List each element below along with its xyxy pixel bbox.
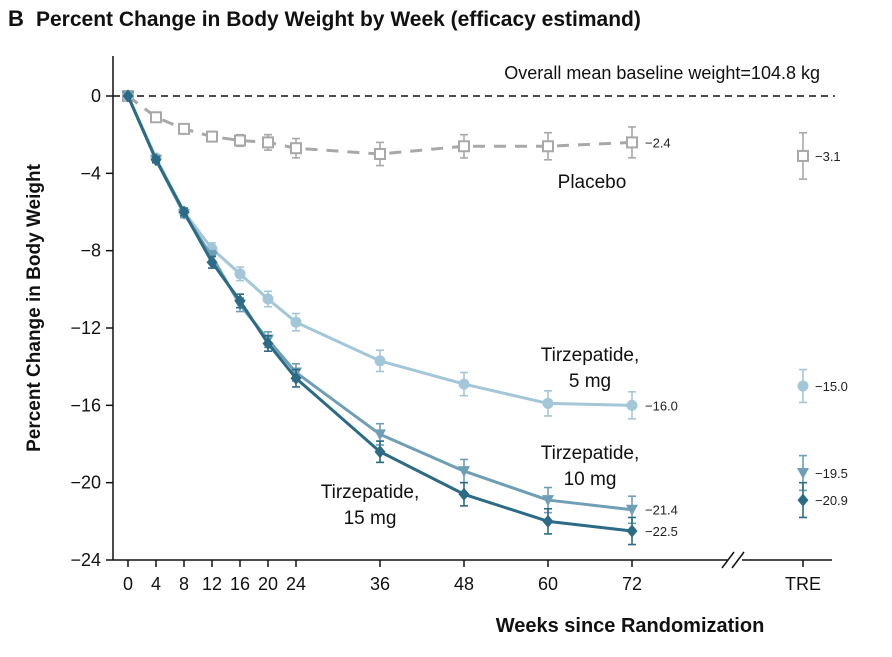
x-tick-label: 24 <box>286 574 306 594</box>
baseline-weight-note: Overall mean baseline weight=104.8 kg <box>504 63 820 83</box>
series-annotation-tz15: 15 mg <box>344 508 397 529</box>
data-point-placebo <box>234 134 246 147</box>
y-tick-label: −4 <box>80 163 101 183</box>
end-value-label-tz10: −21.4 <box>645 503 678 518</box>
x-tick-label: 12 <box>202 574 222 594</box>
data-point-tz5 <box>458 378 470 390</box>
tre-point-tz15 <box>797 493 809 507</box>
axis-break-mark <box>721 551 735 569</box>
data-point-placebo <box>458 140 470 153</box>
chart-title: Percent Change in Body Weight by Week (e… <box>36 8 641 31</box>
data-point-tz5 <box>262 293 274 305</box>
data-point-tz15 <box>458 487 470 501</box>
x-axis-label: Weeks since Randomization <box>496 615 765 637</box>
data-point-tz15 <box>542 514 554 528</box>
data-point-tz5 <box>374 355 386 367</box>
data-point-tz15 <box>290 371 302 385</box>
data-point-tz10 <box>542 495 554 507</box>
series-annotation-tz5: Tirzepatide, <box>541 345 640 366</box>
data-point-placebo <box>542 140 554 153</box>
tre-value-label-tz15: −20.9 <box>815 493 848 508</box>
x-tick-label: 48 <box>454 574 474 594</box>
series-annotation-tz10: Tirzepatide, <box>541 443 640 464</box>
data-point-placebo <box>178 122 190 135</box>
y-tick-label: 0 <box>91 86 101 106</box>
data-point-tz15 <box>178 205 190 219</box>
data-point-tz5 <box>626 399 638 411</box>
data-point-tz5 <box>290 316 302 328</box>
y-tick-label: −24 <box>70 550 101 570</box>
data-point-tz15 <box>206 255 218 269</box>
data-point-tz15 <box>626 524 638 538</box>
y-tick-label: −12 <box>70 318 101 338</box>
data-point-tz10 <box>374 429 386 441</box>
x-tick-label: 8 <box>179 574 189 594</box>
x-tick-label: 72 <box>622 574 642 594</box>
series-annotation-placebo: Placebo <box>558 172 627 193</box>
series-annotation-tz15: Tirzepatide, <box>321 482 420 503</box>
data-point-tz15 <box>234 294 246 308</box>
y-tick-label: −16 <box>70 395 101 415</box>
data-point-placebo <box>262 136 274 149</box>
data-point-placebo <box>206 130 218 143</box>
end-value-label-tz5: −16.0 <box>645 398 678 413</box>
panel-label: B <box>8 6 24 31</box>
data-point-tz15 <box>122 89 134 103</box>
tre-point-placebo <box>797 149 809 162</box>
data-point-tz5 <box>234 268 246 280</box>
y-axis-label: Percent Change in Body Weight <box>24 163 45 452</box>
x-tick-label: 20 <box>258 574 278 594</box>
data-point-tz15 <box>374 445 386 459</box>
data-point-tz5 <box>542 397 554 409</box>
data-point-placebo <box>374 148 386 160</box>
tre-value-label-tz10: −19.5 <box>815 466 848 481</box>
data-point-tz10 <box>458 466 470 478</box>
tre-value-label-tz5: −15.0 <box>815 379 848 394</box>
plot-area: 0−4−8−12−16−20−240 4 8 12 16 20 24 36 48 60 72 TRE−… <box>70 56 848 594</box>
data-point-placebo <box>626 136 638 149</box>
x-tick-label: 0 <box>123 574 133 594</box>
y-tick-label: −20 <box>70 473 101 493</box>
data-point-placebo <box>150 111 162 124</box>
data-point-placebo <box>290 142 302 155</box>
x-tick-label: 16 <box>230 574 250 594</box>
y-tick-label: −8 <box>80 241 101 261</box>
x-tick-label: 60 <box>538 574 558 594</box>
data-point-tz15 <box>262 336 274 350</box>
tre-value-label-placebo: −3.1 <box>815 149 841 164</box>
data-point-tz15 <box>150 153 162 167</box>
series-annotation-tz5: 5 mg <box>569 371 611 392</box>
x-tick-label: 4 <box>151 574 161 594</box>
tre-point-tz5 <box>797 380 809 392</box>
series-annotation-tz10: 10 mg <box>564 469 617 490</box>
x-tick-label-tre: TRE <box>785 574 821 594</box>
x-tick-label: 36 <box>370 574 390 594</box>
tre-point-tz10 <box>797 468 809 479</box>
axis-break-mark <box>731 551 745 569</box>
end-value-label-placebo: −2.4 <box>645 135 671 150</box>
end-value-label-tz15: −22.5 <box>645 524 678 539</box>
data-point-tz10 <box>626 504 638 516</box>
